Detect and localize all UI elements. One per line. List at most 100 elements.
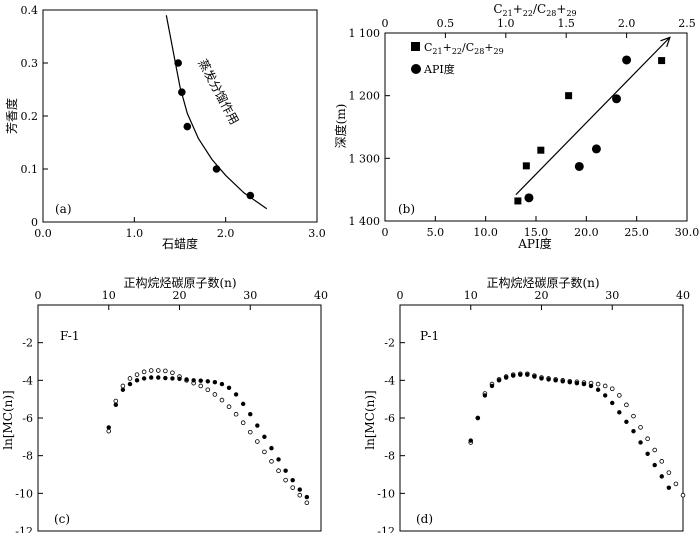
d-open-point-25 bbox=[645, 436, 650, 442]
legend-entry-ratio: C21+22/C28+29 bbox=[424, 41, 504, 56]
a-y-tick-label-3: 0.3 bbox=[21, 57, 39, 70]
a-x-tick-label-3: 3.0 bbox=[308, 227, 326, 240]
c-open-point-16 bbox=[219, 397, 225, 403]
data-point-api-1 bbox=[574, 161, 584, 171]
axis-ticks-b: 0 5.0 10.0 15.0 20.0 25.0 30.0 0 0.5 1.0 1.5 2.0 2.5… bbox=[349, 17, 700, 239]
c-filled-point-4 bbox=[134, 378, 140, 383]
d-open-point-20 bbox=[609, 386, 615, 392]
c-filled-point-21 bbox=[255, 423, 260, 428]
data-point-api-3 bbox=[612, 94, 622, 104]
data-point-ratio-2 bbox=[537, 146, 545, 154]
c-open-point-19 bbox=[240, 420, 246, 426]
c-open-point-24 bbox=[276, 468, 281, 474]
a-x-tick-label-0: 0.0 bbox=[34, 227, 52, 240]
c-filled-point-23 bbox=[269, 445, 274, 451]
c-y-tick-label-1: -4 bbox=[22, 374, 33, 387]
c-open-point-15 bbox=[212, 392, 218, 397]
d-y-tick-label-0: -2 bbox=[384, 337, 395, 350]
b-y-tick-label-3: 1 400 bbox=[349, 215, 381, 228]
curve-label-a: 蒸发分馏作用 bbox=[195, 56, 242, 127]
d-open-point-24 bbox=[638, 425, 643, 430]
c-open-point-28 bbox=[304, 500, 310, 506]
data-point-a-1 bbox=[178, 88, 186, 96]
b-y-tick-label-2: 1 300 bbox=[349, 152, 381, 165]
d-filled-point-6 bbox=[511, 373, 516, 378]
c-open-point-6 bbox=[148, 368, 154, 373]
d-open-point-27 bbox=[659, 459, 665, 464]
b-x-tick-label-0: 0 bbox=[382, 226, 389, 239]
series-points-a bbox=[174, 59, 255, 200]
y-axis-label-d: ln[MC(n)] bbox=[363, 390, 377, 450]
c-open-point-1 bbox=[113, 398, 119, 404]
d-filled-point-17 bbox=[588, 383, 594, 389]
panel-d: 0 10 20 30 40 -2 -4 -6 -8 -10 -12 正构烷烃碳原子数(n) ln[M… bbox=[363, 275, 690, 533]
b-x-tick-label-2: 10.0 bbox=[473, 226, 498, 239]
b-xtop-tick-label-2: 1.0 bbox=[497, 17, 515, 30]
top-axis-label-b: C21+22/C28+29 bbox=[493, 2, 576, 18]
b-xtop-tick-label-0: 0 bbox=[382, 17, 389, 30]
axis-ticks-c: 0 10 20 30 40 -2 -4 -6 -8 -10 -12 bbox=[15, 289, 328, 533]
c-y-tick-label-0: -2 bbox=[22, 337, 33, 350]
c-y-tick-label-5: -12 bbox=[15, 525, 33, 533]
c-y-tick-label-3: -8 bbox=[22, 450, 33, 463]
c-x-tick-label-2: 20 bbox=[173, 289, 187, 302]
plot-frame-d bbox=[399, 304, 684, 532]
d-filled-point-13 bbox=[560, 379, 565, 384]
c-filled-point-16 bbox=[219, 381, 225, 387]
c-y-tick-label-2: -6 bbox=[22, 412, 33, 425]
c-filled-point-2 bbox=[120, 387, 126, 392]
d-open-point-21 bbox=[617, 393, 622, 398]
c-open-point-22 bbox=[262, 449, 267, 455]
a-y-tick-label-1: 0.1 bbox=[21, 163, 39, 176]
y-axis-label-a: 芳香度 bbox=[4, 98, 19, 134]
c-filled-point-17 bbox=[226, 385, 232, 391]
d-filled-point-20 bbox=[610, 400, 615, 406]
d-y-tick-label-4: -10 bbox=[377, 487, 395, 500]
c-x-tick-label-4: 40 bbox=[314, 289, 328, 302]
c-open-point-5 bbox=[141, 369, 147, 375]
b-xtop-tick-label-1: 0.5 bbox=[437, 17, 455, 30]
d-filled-point-2 bbox=[482, 393, 488, 398]
a-y-tick-label-0: 0 bbox=[31, 216, 38, 229]
data-point-ratio-0 bbox=[514, 197, 522, 205]
c-open-point-7 bbox=[155, 368, 161, 373]
x-axis-label-b: API度 bbox=[517, 236, 551, 251]
series-points-b bbox=[514, 55, 666, 205]
d-x-tick-label-4: 40 bbox=[676, 289, 690, 302]
data-point-a-3 bbox=[212, 165, 221, 173]
c-x-tick-label-0: 0 bbox=[35, 289, 42, 302]
d-filled-point-16 bbox=[581, 381, 587, 387]
c-filled-point-19 bbox=[240, 401, 246, 407]
c-filled-point-0 bbox=[106, 425, 111, 430]
legend-marker-circle bbox=[411, 64, 421, 74]
plot-frame-c bbox=[37, 304, 322, 532]
curve-evaporative-fractionation bbox=[165, 15, 268, 210]
y-axis-label-b: 深度(m) bbox=[333, 104, 348, 149]
d-filled-point-0 bbox=[468, 438, 473, 443]
d-open-point-23 bbox=[631, 413, 636, 419]
data-point-api-0 bbox=[524, 193, 534, 203]
b-y-tick-label-0: 1 100 bbox=[349, 27, 381, 40]
data-point-a-2 bbox=[183, 122, 192, 131]
b-x-tick-label-4: 20.0 bbox=[574, 226, 599, 239]
d-filled-point-26 bbox=[652, 462, 657, 468]
d-open-point-19 bbox=[602, 383, 608, 389]
panel-label-c: (c) bbox=[54, 512, 70, 526]
d-y-tick-label-1: -4 bbox=[384, 374, 395, 387]
d-filled-point-27 bbox=[659, 474, 664, 479]
c-open-point-9 bbox=[170, 370, 175, 376]
c-filled-point-25 bbox=[283, 468, 288, 473]
c-filled-point-12 bbox=[191, 378, 196, 383]
c-filled-point-27 bbox=[297, 487, 302, 492]
c-filled-point-9 bbox=[170, 376, 175, 381]
b-x-tick-label-1: 5.0 bbox=[427, 226, 445, 239]
plot-frame-b bbox=[384, 32, 688, 222]
c-open-point-26 bbox=[290, 485, 296, 490]
y-axis-label-c: ln[MC(n)] bbox=[1, 390, 15, 450]
c-filled-point-20 bbox=[248, 412, 253, 417]
d-filled-point-25 bbox=[645, 451, 650, 456]
d-filled-point-3 bbox=[489, 383, 495, 389]
d-filled-point-10 bbox=[539, 376, 544, 381]
series-points-c bbox=[106, 368, 310, 506]
